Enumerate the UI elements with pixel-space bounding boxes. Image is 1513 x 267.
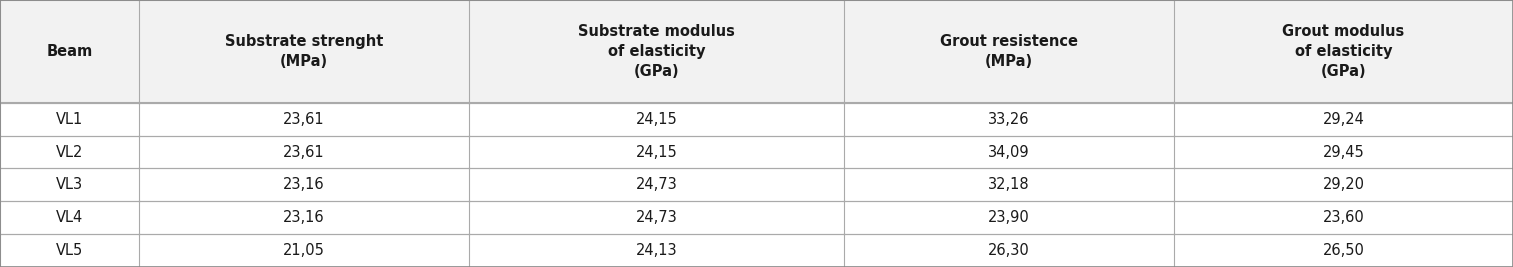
Text: Beam: Beam [47,44,92,59]
Bar [0,0,139,103]
Bar [844,168,1174,201]
Bar [844,201,1174,234]
Text: 24,73: 24,73 [635,177,678,193]
Text: VL1: VL1 [56,112,83,127]
Bar [469,0,844,103]
Bar [469,103,844,136]
Bar [1174,234,1513,267]
Text: 24,15: 24,15 [635,112,678,127]
Text: 23,60: 23,60 [1322,210,1365,225]
Bar [0,103,139,136]
Bar [469,234,844,267]
Text: 29,20: 29,20 [1322,177,1365,193]
Text: Substrate modulus
of elasticity
(GPa): Substrate modulus of elasticity (GPa) [578,24,735,79]
Text: VL4: VL4 [56,210,83,225]
Text: 23,90: 23,90 [988,210,1030,225]
Text: VL2: VL2 [56,144,83,160]
Text: 26,50: 26,50 [1322,243,1365,258]
Bar [1174,168,1513,201]
Bar [139,0,469,103]
Text: Grout resistence
(MPa): Grout resistence (MPa) [940,34,1079,69]
Bar [469,136,844,168]
Text: Substrate strenght
(MPa): Substrate strenght (MPa) [225,34,383,69]
Bar [139,168,469,201]
Text: 33,26: 33,26 [988,112,1030,127]
Text: 29,24: 29,24 [1322,112,1365,127]
Bar [1174,0,1513,103]
Text: 24,13: 24,13 [635,243,678,258]
Bar [469,201,844,234]
Bar [844,0,1174,103]
Bar [469,168,844,201]
Bar [1174,201,1513,234]
Bar [1174,103,1513,136]
Bar [0,234,139,267]
Bar [0,168,139,201]
Bar [844,103,1174,136]
Text: 23,61: 23,61 [283,112,325,127]
Bar [139,103,469,136]
Text: 29,45: 29,45 [1322,144,1365,160]
Text: 26,30: 26,30 [988,243,1030,258]
Text: 34,09: 34,09 [988,144,1030,160]
Bar [139,234,469,267]
Bar [844,234,1174,267]
Text: 23,16: 23,16 [283,177,325,193]
Text: 32,18: 32,18 [988,177,1030,193]
Bar [0,136,139,168]
Bar [1174,136,1513,168]
Text: 24,15: 24,15 [635,144,678,160]
Bar [844,136,1174,168]
Text: 23,16: 23,16 [283,210,325,225]
Bar [0,201,139,234]
Text: 21,05: 21,05 [283,243,325,258]
Bar [139,136,469,168]
Text: 23,61: 23,61 [283,144,325,160]
Text: VL3: VL3 [56,177,83,193]
Bar [139,201,469,234]
Text: VL5: VL5 [56,243,83,258]
Text: 24,73: 24,73 [635,210,678,225]
Text: Grout modulus
of elasticity
(GPa): Grout modulus of elasticity (GPa) [1283,24,1404,79]
